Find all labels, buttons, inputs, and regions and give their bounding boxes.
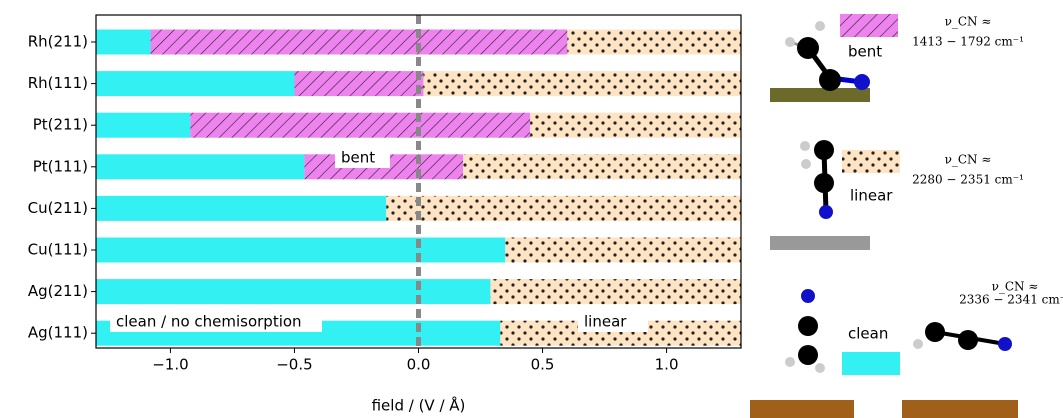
x-tick-label: −1.0: [152, 356, 188, 374]
y-tick-label: Pt(211): [33, 116, 88, 134]
bar-linear-dots: [490, 279, 741, 304]
bar-clean: [96, 154, 304, 179]
note-symbol: ν_CN ≈: [945, 15, 992, 29]
bar-linear-dots: [386, 196, 741, 221]
x-tick-label: 1.0: [655, 356, 679, 374]
x-axis-label: field / (V / Å): [372, 396, 466, 415]
bar-clean: [96, 279, 490, 304]
bar-linear-dots: [423, 71, 741, 96]
note-symbol: ν_CN ≈: [945, 153, 992, 167]
legend-label: linear: [850, 187, 893, 205]
y-tick-label: Rh(211): [28, 33, 88, 51]
x-tick-label: −0.5: [276, 356, 312, 374]
bar-bent-hatch: [190, 113, 530, 138]
bar-clean: [96, 71, 294, 96]
bar-bent-hatch: [294, 71, 423, 96]
note-range: 1413 − 1792 cm⁻¹: [912, 35, 1024, 49]
figure: Rh(211) Rh(111) Pt(211) Pt(111) Cu(211) Cu(11…: [0, 0, 1063, 418]
bar-clean: [96, 113, 190, 138]
y-tick-label: Ag(111): [28, 324, 88, 342]
bar-linear-dots: [463, 154, 741, 179]
legend-swatch: [842, 352, 900, 375]
bar-linear-dots: [505, 238, 741, 263]
legend-swatch-pattern: [840, 14, 898, 37]
y-tick-label: Ag(211): [28, 282, 88, 300]
legend-label: clean: [848, 325, 888, 343]
note-symbol: ν_CN ≈: [992, 280, 1039, 294]
y-tick-label: Cu(111): [28, 241, 88, 259]
bar-clean: [96, 196, 386, 221]
x-tick-label: 0.5: [531, 356, 555, 374]
legend-swatch-pattern: [842, 150, 900, 173]
note-range: 2336 − 2341 cm⁻¹: [959, 293, 1063, 307]
bar-bent-hatch: [151, 30, 568, 55]
note-range: 2280 − 2351 cm⁻¹: [912, 173, 1024, 187]
bar-clean: [96, 238, 505, 263]
annotation: clean / no chemisorption: [116, 313, 302, 331]
bar-linear-dots: [567, 30, 741, 55]
annotation: linear: [584, 313, 627, 331]
bar-clean: [96, 30, 151, 55]
bar-linear-dots: [530, 113, 741, 138]
x-tick-label: 0.0: [407, 356, 431, 374]
annotation: bent: [341, 149, 375, 167]
y-tick-label: Cu(211): [28, 199, 88, 217]
legend-label: bent: [848, 43, 882, 61]
y-tick-label: Pt(111): [33, 157, 88, 175]
y-tick-label: Rh(111): [28, 74, 88, 92]
